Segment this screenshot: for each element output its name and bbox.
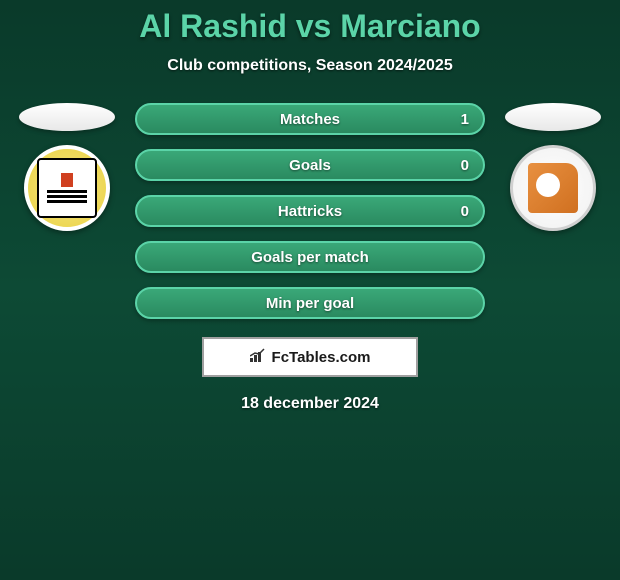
comparison-card: Al Rashid vs Marciano Club competitions,… — [0, 0, 620, 413]
player-left-avatar — [19, 103, 115, 131]
date-text: 18 december 2024 — [0, 395, 620, 413]
chart-icon — [250, 348, 268, 367]
stats-column: Matches 1 Goals 0 Hattricks 0 Goals per … — [135, 103, 485, 319]
stat-matches: Matches 1 — [135, 103, 485, 135]
stat-value: 0 — [461, 203, 469, 220]
subtitle: Club competitions, Season 2024/2025 — [0, 57, 620, 75]
stat-value: 1 — [461, 111, 469, 128]
main-row: Matches 1 Goals 0 Hattricks 0 Goals per … — [0, 103, 620, 319]
club-left-emblem — [37, 158, 97, 218]
stat-min-per-goal: Min per goal — [135, 287, 485, 319]
player-left-column — [17, 103, 117, 231]
stat-label: Goals per match — [251, 249, 369, 266]
player-right-avatar — [505, 103, 601, 131]
stat-label: Hattricks — [278, 203, 342, 220]
stat-label: Matches — [280, 111, 340, 128]
footer-brand-box[interactable]: FcTables.com — [202, 337, 418, 377]
page-title: Al Rashid vs Marciano — [0, 8, 620, 45]
stat-label: Min per goal — [266, 295, 354, 312]
footer-brand-text: FcTables.com — [272, 349, 371, 366]
club-left-badge — [24, 145, 110, 231]
stat-hattricks: Hattricks 0 — [135, 195, 485, 227]
stat-goals-per-match: Goals per match — [135, 241, 485, 273]
stat-label: Goals — [289, 157, 331, 174]
club-right-emblem — [528, 163, 578, 213]
stat-goals: Goals 0 — [135, 149, 485, 181]
club-right-badge — [510, 145, 596, 231]
player-right-column — [503, 103, 603, 231]
stat-value: 0 — [461, 157, 469, 174]
